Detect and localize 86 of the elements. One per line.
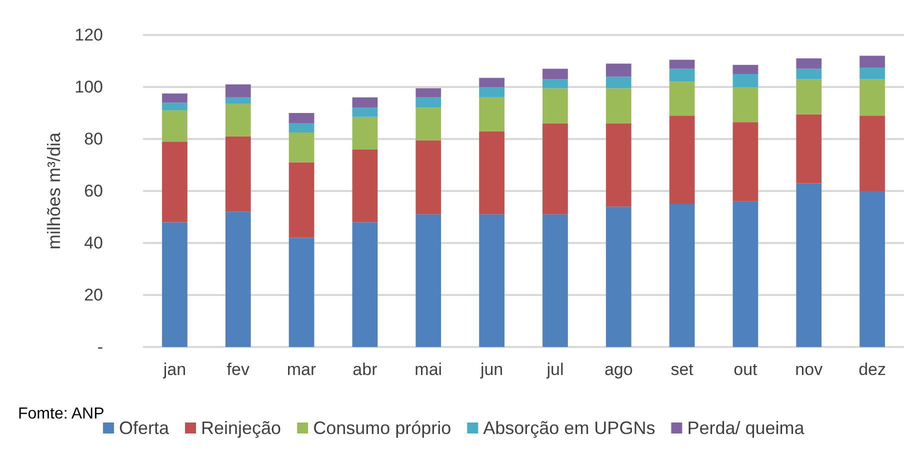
bar	[860, 68, 885, 80]
bar	[162, 94, 188, 103]
bar	[669, 116, 695, 204]
y-tick-label: 60	[84, 182, 103, 200]
bar	[606, 76, 632, 88]
legend-label: Oferta	[119, 418, 170, 438]
bar	[162, 142, 188, 222]
x-tick-label: jul	[546, 360, 564, 379]
legend-label: Absorção em UPGNs	[483, 418, 656, 438]
bar	[416, 140, 442, 214]
x-tick-label: nov	[795, 360, 824, 379]
bar	[732, 64, 758, 74]
bar	[416, 214, 442, 347]
bar	[352, 116, 378, 150]
y-tick-label: 100	[74, 78, 103, 96]
legend-label: Perda/ queima	[687, 418, 806, 438]
bar	[352, 222, 378, 347]
bar	[479, 131, 504, 214]
y-tick-label: 120	[74, 26, 103, 44]
bar	[796, 68, 822, 80]
bar	[669, 82, 695, 116]
bar	[288, 132, 314, 162]
bar	[352, 108, 378, 117]
bar	[732, 87, 758, 122]
y-tick-label: -	[97, 338, 103, 356]
bar	[225, 84, 251, 98]
bar	[796, 58, 822, 69]
bar	[860, 79, 885, 116]
text: Fomte: ANP	[18, 406, 104, 422]
bar	[606, 206, 632, 347]
bar	[796, 79, 822, 114]
bar	[288, 162, 314, 238]
bar	[796, 183, 822, 347]
bar	[860, 191, 885, 347]
bar	[162, 110, 188, 142]
y-axis-title: milhões m³/dia	[44, 132, 64, 250]
bar	[288, 123, 314, 132]
bar	[288, 113, 314, 124]
x-tick-label: fev	[226, 360, 250, 379]
bar	[288, 238, 314, 347]
x-tick-label: abr	[352, 360, 378, 379]
bar	[606, 64, 632, 77]
y-tick-label: 40	[84, 234, 103, 252]
x-tick-label: set	[670, 360, 694, 379]
x-tick-label: jan	[162, 360, 186, 379]
bar	[542, 214, 568, 347]
bar	[416, 108, 442, 140]
bar	[479, 87, 504, 98]
bar	[416, 97, 442, 108]
bar	[606, 88, 632, 124]
bar	[669, 204, 695, 347]
bar	[732, 74, 758, 87]
bar	[860, 56, 885, 68]
bar	[352, 149, 378, 222]
bar	[542, 88, 568, 124]
x-tick-label: out	[734, 360, 758, 379]
bar	[416, 88, 442, 98]
bar	[732, 122, 758, 202]
x-tick-label: ago	[604, 360, 633, 379]
bar	[542, 79, 568, 88]
bar	[479, 97, 504, 132]
bar	[860, 116, 885, 191]
bar	[225, 136, 251, 212]
bar	[479, 214, 504, 347]
y-tick-label: 20	[84, 286, 103, 304]
bar	[162, 222, 188, 347]
bar	[542, 123, 568, 214]
bar	[225, 212, 251, 347]
bar	[606, 123, 632, 207]
bar	[669, 60, 695, 69]
bar	[669, 68, 695, 82]
legend-label: Reinjeção	[201, 418, 282, 438]
bar	[542, 68, 568, 80]
x-tick-label: mai	[414, 360, 442, 379]
bar	[796, 114, 822, 184]
bar	[732, 201, 758, 347]
bar	[479, 78, 504, 87]
legend-label: Consumo próprio	[313, 418, 452, 438]
y-tick-label: 80	[84, 130, 103, 148]
bar	[352, 97, 378, 108]
x-tick-label: jun	[479, 360, 504, 379]
bar	[225, 104, 251, 136]
bar	[162, 102, 188, 110]
x-tick-label: mar	[286, 360, 317, 379]
bar	[225, 97, 251, 104]
x-tick-label: dez	[858, 360, 886, 379]
